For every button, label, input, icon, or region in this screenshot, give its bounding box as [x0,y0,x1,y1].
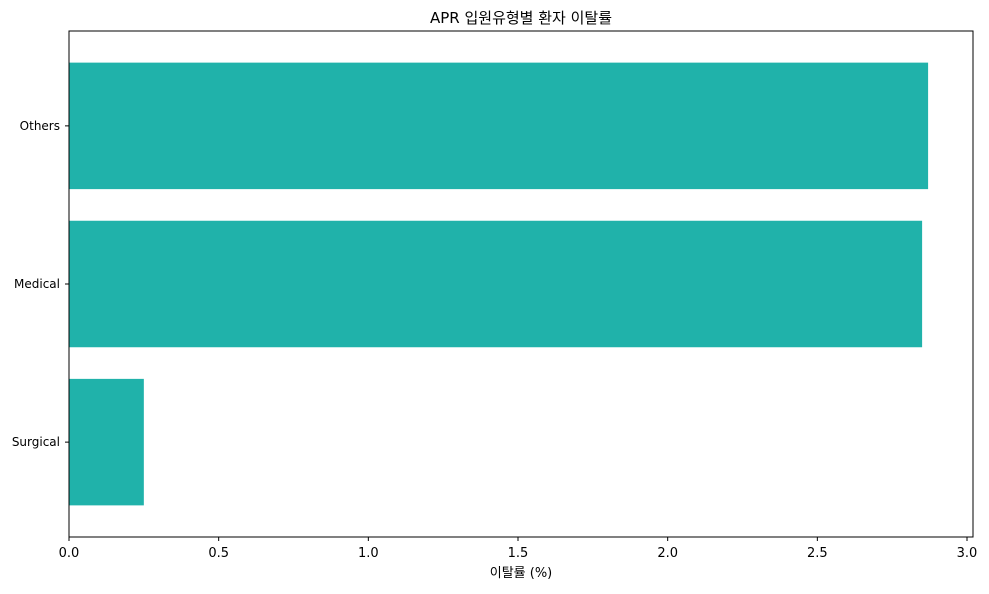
bar-surgical [69,378,144,506]
x-tick-label: 2.5 [807,546,828,561]
x-tick-label: 1.0 [358,546,379,561]
y-axis: Surgical Medical Others [12,119,69,449]
bar-medical [69,220,923,348]
x-tick-label: 3.0 [957,546,978,561]
bar-others [69,62,929,190]
x-axis: 0.0 0.5 1.0 1.5 2.0 2.5 3.0 [59,537,978,561]
x-tick-label: 2.0 [657,546,678,561]
chart-title: APR 입원유형별 환자 이탈률 [430,9,612,27]
x-tick-label: 0.0 [59,546,80,561]
x-tick-label: 1.5 [508,546,529,561]
x-axis-label: 이탈률 (%) [490,566,553,581]
y-tick-label: Others [20,119,60,133]
y-tick-label: Medical [14,277,60,291]
bars-layer [69,62,929,506]
x-tick-label: 0.5 [208,546,229,561]
y-tick-label: Surgical [12,435,60,449]
